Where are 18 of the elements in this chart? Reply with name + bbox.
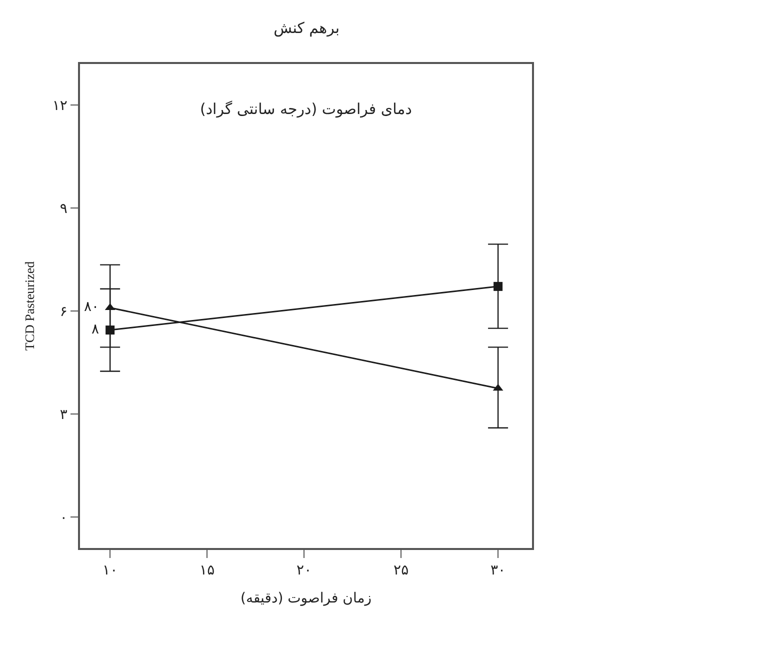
x-tick-label: ۳۰ bbox=[490, 562, 506, 579]
y-tick-label: ۶ bbox=[60, 304, 68, 320]
x-tick-label: ۲۵ bbox=[394, 562, 409, 579]
x-axis-title: زمان فراصوت (دقیقه) bbox=[240, 590, 372, 606]
chart-title: برهم کنش bbox=[274, 19, 340, 38]
y-tick-label: ۳ bbox=[60, 407, 68, 424]
x-tick-label: ۱۰ bbox=[102, 562, 118, 579]
y-tick-label: ۹ bbox=[60, 201, 68, 218]
y-axis-title: TCD Pasteurized bbox=[22, 260, 37, 351]
point bbox=[106, 326, 115, 335]
y-tick-label: ۱۲ bbox=[52, 98, 68, 114]
point bbox=[494, 282, 503, 291]
legend-title: دمای فراصوت (درجه سانتی گراد) bbox=[200, 100, 412, 118]
series-label: ۸۰ bbox=[84, 299, 104, 316]
x-tick-label: ۲۰ bbox=[296, 562, 312, 579]
y-tick-label: ۰ bbox=[60, 510, 68, 526]
x-tick-label: ۱۵ bbox=[200, 562, 215, 579]
series-label: ۸ bbox=[91, 322, 104, 338]
